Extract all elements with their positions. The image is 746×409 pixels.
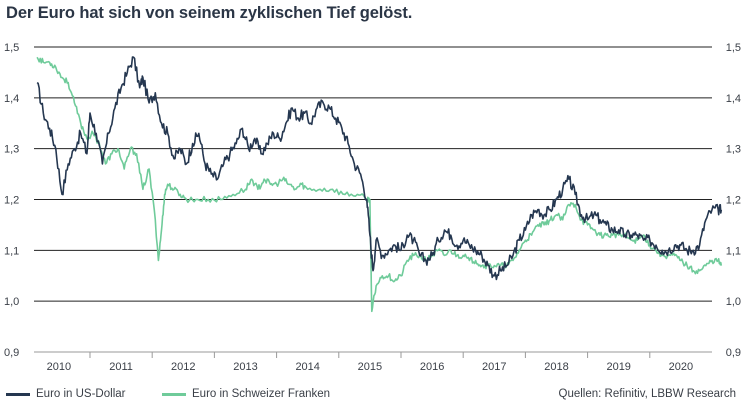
source-note: Quellen: Refinitiv, LBBW Research [558, 388, 736, 400]
y-tick-label-right-6: 1,5 [726, 42, 741, 54]
y-tick-label-left-5: 1,4 [4, 93, 19, 105]
y-tick-label-right-1: 1,0 [726, 296, 741, 308]
legend-swatch-chf [162, 392, 186, 396]
series-layer [36, 56, 723, 313]
series-line-usd [36, 56, 723, 281]
legend-item-chf: Euro in Schweizer Franken [162, 388, 330, 400]
y-tick-label-right-3: 1,2 [726, 195, 741, 207]
legend-item-usd: Euro in US-Dollar [6, 388, 125, 400]
y-tick-label-left-3: 1,2 [4, 195, 19, 207]
y-tick-label-right-4: 1,3 [726, 144, 741, 156]
y-tick-label-left-1: 1,0 [4, 296, 19, 308]
x-tick-label-9: 2019 [606, 361, 630, 373]
line-chart: 0,9 0,9 1,0 1,0 1,1 1,1 1,2 1,2 1,3 1,3 1,4 1,4 1,5 1… [4, 42, 741, 373]
y-tick-label-right-5: 1,4 [726, 93, 741, 105]
x-tick-label-2: 2012 [171, 361, 195, 373]
chart-title: Der Euro hat sich von seinem zyklischen … [6, 4, 413, 22]
y-tick-label-left-0: 0,9 [4, 347, 19, 359]
x-tick-label-4: 2014 [295, 361, 319, 373]
legend: Euro in US-Dollar Euro in Schweizer Fran… [0, 386, 746, 406]
x-tick-label-7: 2017 [482, 361, 506, 373]
x-tick-label-8: 2018 [544, 361, 568, 373]
series-line-chf [36, 56, 723, 313]
x-tick-label-1: 2011 [109, 361, 133, 373]
y-tick-label-left-6: 1,5 [4, 42, 19, 54]
x-tick-label-5: 2015 [358, 361, 382, 373]
y-tick-label-right-2: 1,1 [726, 245, 741, 257]
y-tick-label-right-0: 0,9 [726, 347, 741, 359]
y-tick-label-left-2: 1,1 [4, 245, 19, 257]
legend-label-usd: Euro in US-Dollar [36, 388, 126, 400]
x-tick-label-6: 2016 [420, 361, 444, 373]
x-tick-label-0: 2010 [47, 361, 71, 373]
tick-labels: 0,9 0,9 1,0 1,0 1,1 1,1 1,2 1,2 1,3 1,3 1,4 1,4 1,5 1… [4, 42, 741, 373]
legend-swatch-usd [6, 392, 30, 396]
x-tick-label-10: 2020 [669, 361, 693, 373]
y-tick-label-left-4: 1,3 [4, 144, 19, 156]
axes [34, 351, 712, 358]
x-tick-label-3: 2013 [233, 361, 257, 373]
legend-label-chf: Euro in Schweizer Franken [192, 388, 331, 400]
